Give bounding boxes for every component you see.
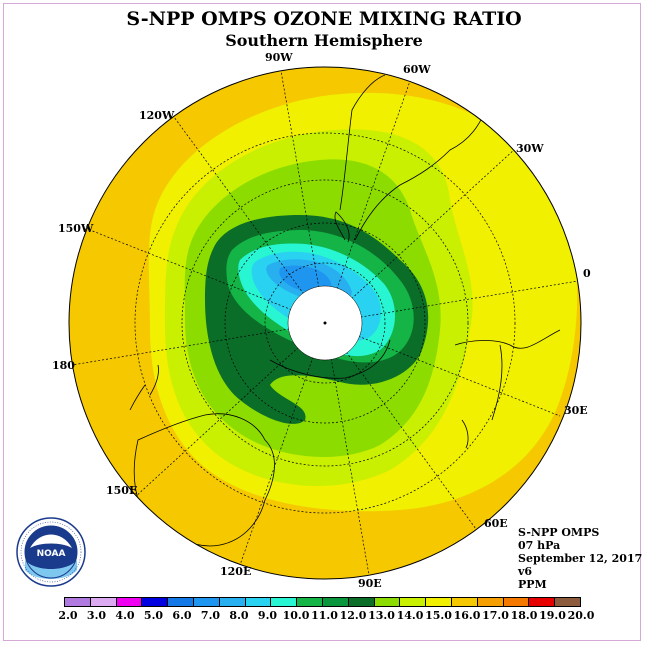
lon-label-150w: 150W <box>58 222 94 235</box>
lon-label-30e: 30E <box>564 404 588 417</box>
color-bar-swatch <box>322 598 349 606</box>
color-bar-swatch <box>219 598 246 606</box>
color-bar-tick-label: 15.0 <box>425 609 452 622</box>
lon-label-60e: 60E <box>484 517 508 530</box>
color-bar-tick-label: 6.0 <box>172 609 192 622</box>
color-bar-tick-label: 13.0 <box>368 609 395 622</box>
color-bar-swatch <box>116 598 143 606</box>
color-bar-swatch <box>374 598 401 606</box>
south-pole-marker <box>323 321 327 325</box>
color-bar-swatch <box>245 598 272 606</box>
info-units: PPM <box>518 578 547 591</box>
info-level: 07 hPa <box>518 539 561 552</box>
color-bar-swatch <box>90 598 117 606</box>
color-bar-swatch <box>555 598 580 606</box>
color-bar-tick-label: 16.0 <box>453 609 481 622</box>
color-bar-tick-label: 18.0 <box>510 609 538 622</box>
color-bar-swatch <box>451 598 478 606</box>
antarctica-east-coast <box>269 339 391 379</box>
info-date: September 12, 2017 <box>518 552 643 565</box>
color-bar-tick-label: 10.0 <box>282 609 310 622</box>
antarctic-peninsula <box>334 211 350 243</box>
color-bar-swatch <box>193 598 220 606</box>
map-title: S-NPP OMPS OZONE MIXING RATIO <box>126 8 522 30</box>
africa-coast <box>454 329 561 421</box>
info-block: S-NPP OMPS 07 hPa September 12, 2017 v6 … <box>518 526 642 591</box>
lon-label-120w: 120W <box>139 109 175 122</box>
color-bar-swatch <box>477 598 504 606</box>
color-bar-tick-label: 11.0 <box>311 609 338 622</box>
madagascar <box>461 419 469 449</box>
lon-label-150e: 150E <box>106 484 138 497</box>
color-bar-tick-label: 5.0 <box>143 609 164 622</box>
color-bar-tick-label: 8.0 <box>229 609 249 622</box>
lon-label-90e: 90E <box>358 577 382 590</box>
new-zealand <box>129 364 159 411</box>
lon-label-120e: 120E <box>220 565 252 578</box>
lon-label-180: 180 <box>52 359 75 372</box>
color-bar-tick-label: 12.0 <box>339 609 367 622</box>
map-subtitle: Southern Hemisphere <box>225 31 423 50</box>
graticule <box>71 70 579 576</box>
color-bar-tick-label: 3.0 <box>86 609 107 622</box>
lon-label-0: 0 <box>583 267 591 280</box>
color-bar-tick-label: 19.0 <box>539 609 566 622</box>
color-bar-swatch <box>400 598 427 606</box>
map-boundary <box>68 66 582 580</box>
color-bar-tick-label: 20.0 <box>567 609 595 622</box>
color-bar-tick-label: 4.0 <box>115 609 135 622</box>
south-america-coast <box>339 74 489 241</box>
color-bar-swatch <box>529 598 556 606</box>
lon-label-90w: 90W <box>265 51 293 64</box>
color-bar-swatch <box>142 598 169 606</box>
color-bar-swatch <box>297 598 323 606</box>
color-bar-swatch <box>271 598 298 606</box>
color-bar-swatch <box>168 598 194 606</box>
color-bar-swatch <box>503 598 530 606</box>
map-frame <box>3 3 641 641</box>
color-bar-swatch <box>348 598 375 606</box>
color-bar-tick-label: 17.0 <box>482 609 509 622</box>
color-bar-tick-label: 7.0 <box>200 609 221 622</box>
color-bar-tick-label: 14.0 <box>396 609 424 622</box>
color-bar-tick-label: 2.0 <box>58 609 78 622</box>
color-bar <box>64 597 581 607</box>
lon-label-30w: 30W <box>516 142 544 155</box>
info-version: v6 <box>518 565 533 578</box>
coastlines <box>129 74 561 547</box>
lon-label-60w: 60W <box>403 63 431 76</box>
color-bar-tick-label: 9.0 <box>257 609 278 622</box>
color-bar-swatch <box>65 598 91 606</box>
color-bar-swatch <box>426 598 452 606</box>
info-instrument: S-NPP OMPS <box>518 526 600 539</box>
